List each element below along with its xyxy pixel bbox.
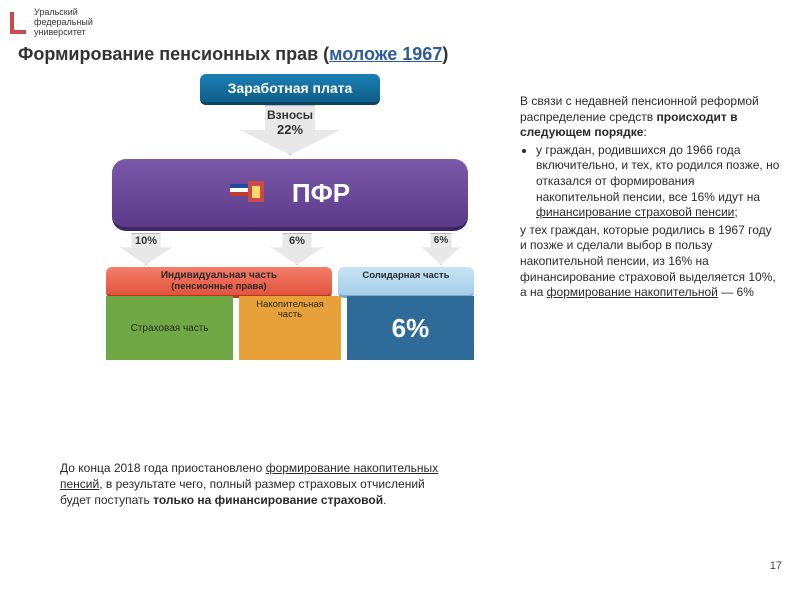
li1b: ; <box>734 205 737 219</box>
part-pct: 6% <box>347 296 474 360</box>
right-list: у граждан, родившихся до 1966 года включ… <box>520 143 780 221</box>
part-funded: Накопительная часть <box>239 296 341 360</box>
arrow-10: 10% <box>120 233 172 265</box>
pfr-label: ПФР <box>292 178 350 209</box>
logo-mark <box>10 12 28 34</box>
title-link[interactable]: моложе 1967 <box>329 44 442 64</box>
sol-l1: Солидарная часть <box>342 270 470 281</box>
arrows-row: 10% 6% 6% <box>100 233 480 265</box>
li1a: у граждан, родившихся до 1966 года включ… <box>536 143 779 204</box>
title-main: Формирование пенсионных прав ( <box>18 44 329 64</box>
logo: Уральский федеральный университет <box>10 8 93 38</box>
bn-t3: . <box>383 493 386 507</box>
rp2b: — 6% <box>718 285 754 299</box>
logo-text: Уральский федеральный университет <box>34 8 93 38</box>
parts-row: Страховая часть Накопительная часть 6% <box>100 296 480 360</box>
pfr-logo-icon <box>230 178 270 208</box>
rp2u: формирование накопительной <box>547 285 718 299</box>
right-li1: у граждан, родившихся до 1966 года включ… <box>536 143 780 221</box>
solidary-box: Солидарная часть <box>338 267 474 298</box>
li1u: финансирование страховой пенсии <box>536 205 734 219</box>
ind-l2: (пенсионные права) <box>110 281 328 292</box>
right-text: В связи с недавней пенсионной реформой р… <box>520 94 780 301</box>
diagram: Заработная плата Взносы 22% ПФР 10% 6% 6… <box>100 74 480 360</box>
nakop-l2: часть <box>278 310 302 320</box>
right-p1: В связи с недавней пенсионной реформой р… <box>520 94 780 141</box>
part-insurance: Страховая часть <box>106 296 233 360</box>
individual-box: Индивидуальная часть (пенсионные права) <box>106 267 332 298</box>
arrow-6a: 6% <box>271 233 323 265</box>
bn-b1: только на финансирование страховой <box>153 493 383 507</box>
title-tail: ) <box>442 44 448 64</box>
right-p2: у тех граждан, которые родились в 1967 г… <box>520 223 780 301</box>
rp1c: : <box>643 125 646 139</box>
pfr-box: ПФР <box>112 159 468 231</box>
boxes-row: Индивидуальная часть (пенсионные права) … <box>100 267 480 298</box>
contrib-label: Взносы <box>267 108 313 122</box>
logo-line3: университет <box>34 28 93 38</box>
page-number: 17 <box>770 560 782 572</box>
page-title: Формирование пенсионных прав (моложе 196… <box>18 44 448 65</box>
salary-box: Заработная плата <box>200 74 380 105</box>
contrib-pct: 22% <box>277 122 303 137</box>
bn-t1: До конца 2018 года приостановлено <box>60 461 266 475</box>
bottom-note: До конца 2018 года приостановлено формир… <box>60 460 440 509</box>
contrib-arrow: Взносы 22% <box>240 105 340 155</box>
ind-l1: Индивидуальная часть <box>110 270 328 281</box>
arrow-6b: 6% <box>422 233 460 265</box>
